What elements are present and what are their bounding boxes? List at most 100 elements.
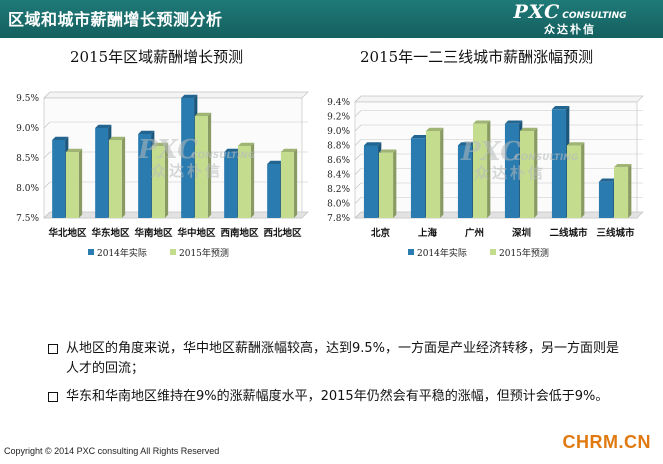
watermark-cn: 众达朴信	[474, 164, 546, 182]
category-label: 二线城市	[549, 227, 588, 239]
bar-top	[598, 178, 617, 182]
notes-section: 从地区的角度来说，华中地区薪酬涨幅较高，达到9.5%，一方面是产业经济转移，另一…	[48, 339, 628, 415]
category-label: 上海	[418, 227, 438, 239]
y-tick-label: 8.5%	[16, 154, 39, 164]
bar-top	[613, 163, 632, 168]
category-label: 西南地区	[220, 227, 259, 239]
bar-1	[237, 146, 251, 218]
bar-0	[181, 98, 195, 218]
copyright-footer: Copyright © 2014 PXC consulting All Righ…	[4, 446, 220, 456]
note-text: 华东和华南地区维持在9%的涨薪幅度水平，2015年仍然会有平稳的涨幅，但预计会低…	[66, 389, 609, 404]
watermark-pxc: PXC	[460, 137, 521, 167]
bar-1	[280, 152, 294, 218]
bar-top	[224, 148, 241, 152]
bar-top	[280, 148, 298, 152]
bar-1	[378, 152, 394, 218]
legend-label: 2015年预测	[499, 247, 549, 259]
bar-0	[551, 109, 567, 218]
watermark-consulting: CONSULTING	[191, 151, 255, 161]
watermark-consulting: CONSULTING	[514, 153, 578, 163]
bar-top	[472, 120, 491, 124]
gridline-depth	[354, 182, 362, 190]
logo-main-text: PXC	[513, 1, 561, 23]
page-title: 区域和城市薪酬增长预测分析	[8, 10, 223, 29]
bar-top	[138, 130, 155, 134]
legend-swatch	[88, 249, 94, 255]
bar-top	[52, 136, 69, 140]
bar-side	[581, 142, 585, 218]
y-tick-label: 8.0%	[327, 200, 350, 210]
gridline-depth	[43, 211, 51, 219]
logo-cn-text: 众达朴信	[544, 23, 596, 36]
gridline-depth	[43, 181, 51, 189]
bar-top	[363, 142, 382, 146]
gridline-depth	[354, 95, 362, 103]
gridline-depth	[354, 139, 362, 146]
chart1-title: 2015年区域薪酬增长预测	[70, 48, 244, 66]
y-tick-label: 8.4%	[327, 171, 350, 181]
bar-side	[487, 120, 491, 218]
bar-side	[78, 148, 83, 218]
note-text: 从地区的角度来说，华中地区薪酬涨幅较高，达到9.5%，一方面是产业经济转移，另一…	[66, 341, 620, 376]
bar-side	[440, 127, 444, 218]
category-label: 华北地区	[48, 227, 87, 239]
bar-0	[457, 145, 473, 218]
gridline-depth	[354, 211, 362, 219]
bar-top	[410, 134, 429, 139]
legend-label: 2014年实际	[417, 247, 467, 259]
bar-top	[504, 120, 523, 124]
legend-label: 2014年实际	[97, 247, 147, 259]
gridline-depth	[43, 91, 51, 99]
y-tick-label: 9.0%	[327, 127, 350, 137]
bar-top	[151, 142, 169, 146]
category-label: 三线城市	[596, 227, 635, 239]
plot-area	[43, 97, 303, 219]
bar-side	[628, 163, 632, 218]
y-tick-label: 8.6%	[327, 156, 350, 166]
pxc-logo: PXC CONSULTING 众达朴信	[485, 1, 655, 37]
bar-top	[194, 112, 212, 116]
bar-side	[393, 149, 397, 218]
bar-0	[95, 128, 109, 218]
y-tick-label: 9.2%	[327, 113, 350, 123]
category-label: 广州	[465, 227, 484, 239]
header-bar: 区域和城市薪酬增长预测分析 PXC CONSULTING 众达朴信	[0, 0, 663, 38]
chart2-title: 2015年一二三线城市薪酬涨幅预测	[360, 48, 594, 66]
bar-1	[194, 116, 208, 218]
bar-1	[425, 131, 441, 218]
bar-0	[598, 181, 614, 218]
category-label: 华中地区	[177, 227, 216, 239]
legend-swatch	[490, 249, 496, 255]
bar-0	[267, 164, 281, 218]
bar-side	[250, 142, 255, 218]
bar-top	[108, 136, 126, 140]
legend-swatch	[408, 249, 414, 255]
bar-top	[566, 142, 585, 146]
y-tick-label: 8.8%	[327, 142, 350, 152]
category-label: 华南地区	[134, 227, 173, 239]
bar-0	[504, 123, 520, 218]
square-bullet-icon	[48, 344, 58, 354]
watermark-pxc: PXC	[137, 135, 198, 165]
gridline-depth	[354, 110, 362, 117]
gridline-depth	[43, 151, 51, 159]
bar-top	[457, 142, 476, 146]
bar-side	[534, 127, 538, 218]
y-tick-label: 7.5%	[16, 214, 39, 224]
plot-area	[354, 101, 638, 219]
bar-top	[551, 105, 570, 110]
y-tick-label: 9.5%	[16, 94, 39, 104]
bar-0	[410, 138, 426, 218]
bar-1	[519, 131, 535, 218]
chart2-city-salary: 7.8% 8.0% 8.2% 8.4% 8.6% 8.8% 9.0% 9.2% 9.4% 北京 上海…	[327, 95, 644, 259]
chart1-region-salary: 7.5% 8.0% 8.5% 9.0% 9.5% 华北地区 华东地区 华南地区 华中地区 西南地区…	[16, 91, 309, 259]
gridline-depth	[354, 153, 362, 161]
bar-top	[519, 127, 538, 131]
y-tick-label: 9.0%	[16, 124, 39, 134]
y-tick-label: 9.4%	[327, 98, 350, 108]
bar-1	[566, 145, 582, 218]
bar-top	[95, 124, 112, 128]
bar-1	[613, 167, 629, 218]
square-bullet-icon	[48, 392, 58, 402]
bar-top	[378, 149, 397, 153]
